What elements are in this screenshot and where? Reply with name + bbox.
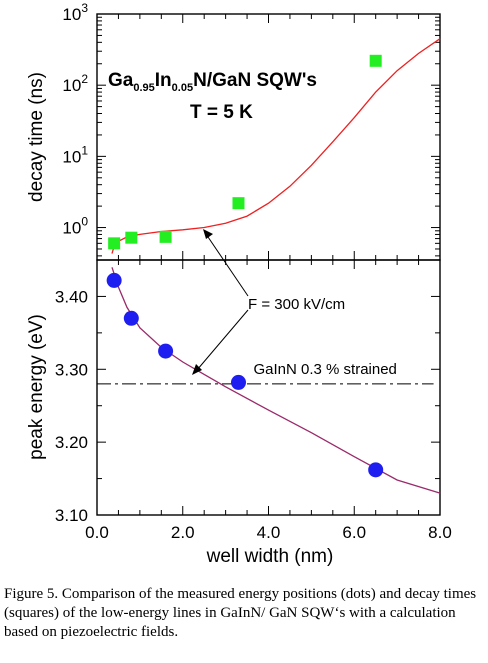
decay-time-square [369,54,382,67]
chart-title: Ga0.95In0.05N/GaN SQW's [108,70,317,94]
peak-energy-calculation-curve [111,267,441,494]
field-annotation-label: F = 300 kV/cm [248,296,345,313]
chart-subtitle: T = 5 K [190,102,253,123]
top-y-tick-label: 102 [62,72,88,95]
figure-caption: Figure 5. Comparison of the measured ene… [4,586,477,640]
top-panel-frame [96,13,441,261]
reference-line-label: GaInN 0.3 % strained [253,361,396,378]
peak-energy-dot [158,343,174,359]
peak-energy-dot [106,272,122,288]
bottom-y-axis-label: peak energy (eV) [26,314,47,460]
top-y-tick-label: 101 [62,143,88,166]
x-tick-label: 4.0 [257,523,281,542]
x-tick-label: 8.0 [428,523,452,542]
peak-energy-dot [123,310,139,326]
x-tick-label: 6.0 [342,523,366,542]
bottom-y-tick-label: 3.30 [55,360,88,379]
top-y-tick-label: 100 [62,215,88,238]
annotation-arrow-up [205,233,249,297]
annotation-arrow-up-head [203,229,213,239]
top-panel-y-tick-labels: 103 102 101 100 [62,1,88,238]
bottom-panel-ticks [96,14,441,516]
decay-time-square [232,197,245,210]
x-tick-labels: 0.0 2.0 4.0 6.0 8.0 [85,523,452,542]
top-y-tick-label: 103 [62,1,88,24]
decay-time-square [108,237,121,250]
bottom-y-tick-label: 3.20 [55,433,88,452]
peak-energy-dots [106,272,384,478]
peak-energy-dot [368,462,384,478]
bottom-y-tick-label: 3.10 [55,506,88,525]
bottom-panel-y-tick-labels: 3.10 3.20 3.30 3.40 [55,287,88,525]
x-axis-label: well width (nm) [206,546,334,567]
x-tick-label: 0.0 [85,523,109,542]
top-panel-ticks [97,13,440,257]
bottom-y-tick-label: 3.40 [55,287,88,306]
annotation-arrow-down [196,309,249,371]
x-tick-label: 2.0 [171,523,195,542]
decay-time-square [159,230,172,243]
peak-energy-dot [230,374,246,390]
decay-time-squares [108,54,382,250]
decay-time-square [125,231,138,244]
figure: 103 102 101 100 3.10 3.20 3.30 3.40 0.0 2.0 4.0 6… [26,1,452,567]
annotation-arrow-down-head [192,364,202,375]
top-y-axis-label: decay time (ns) [26,72,47,202]
